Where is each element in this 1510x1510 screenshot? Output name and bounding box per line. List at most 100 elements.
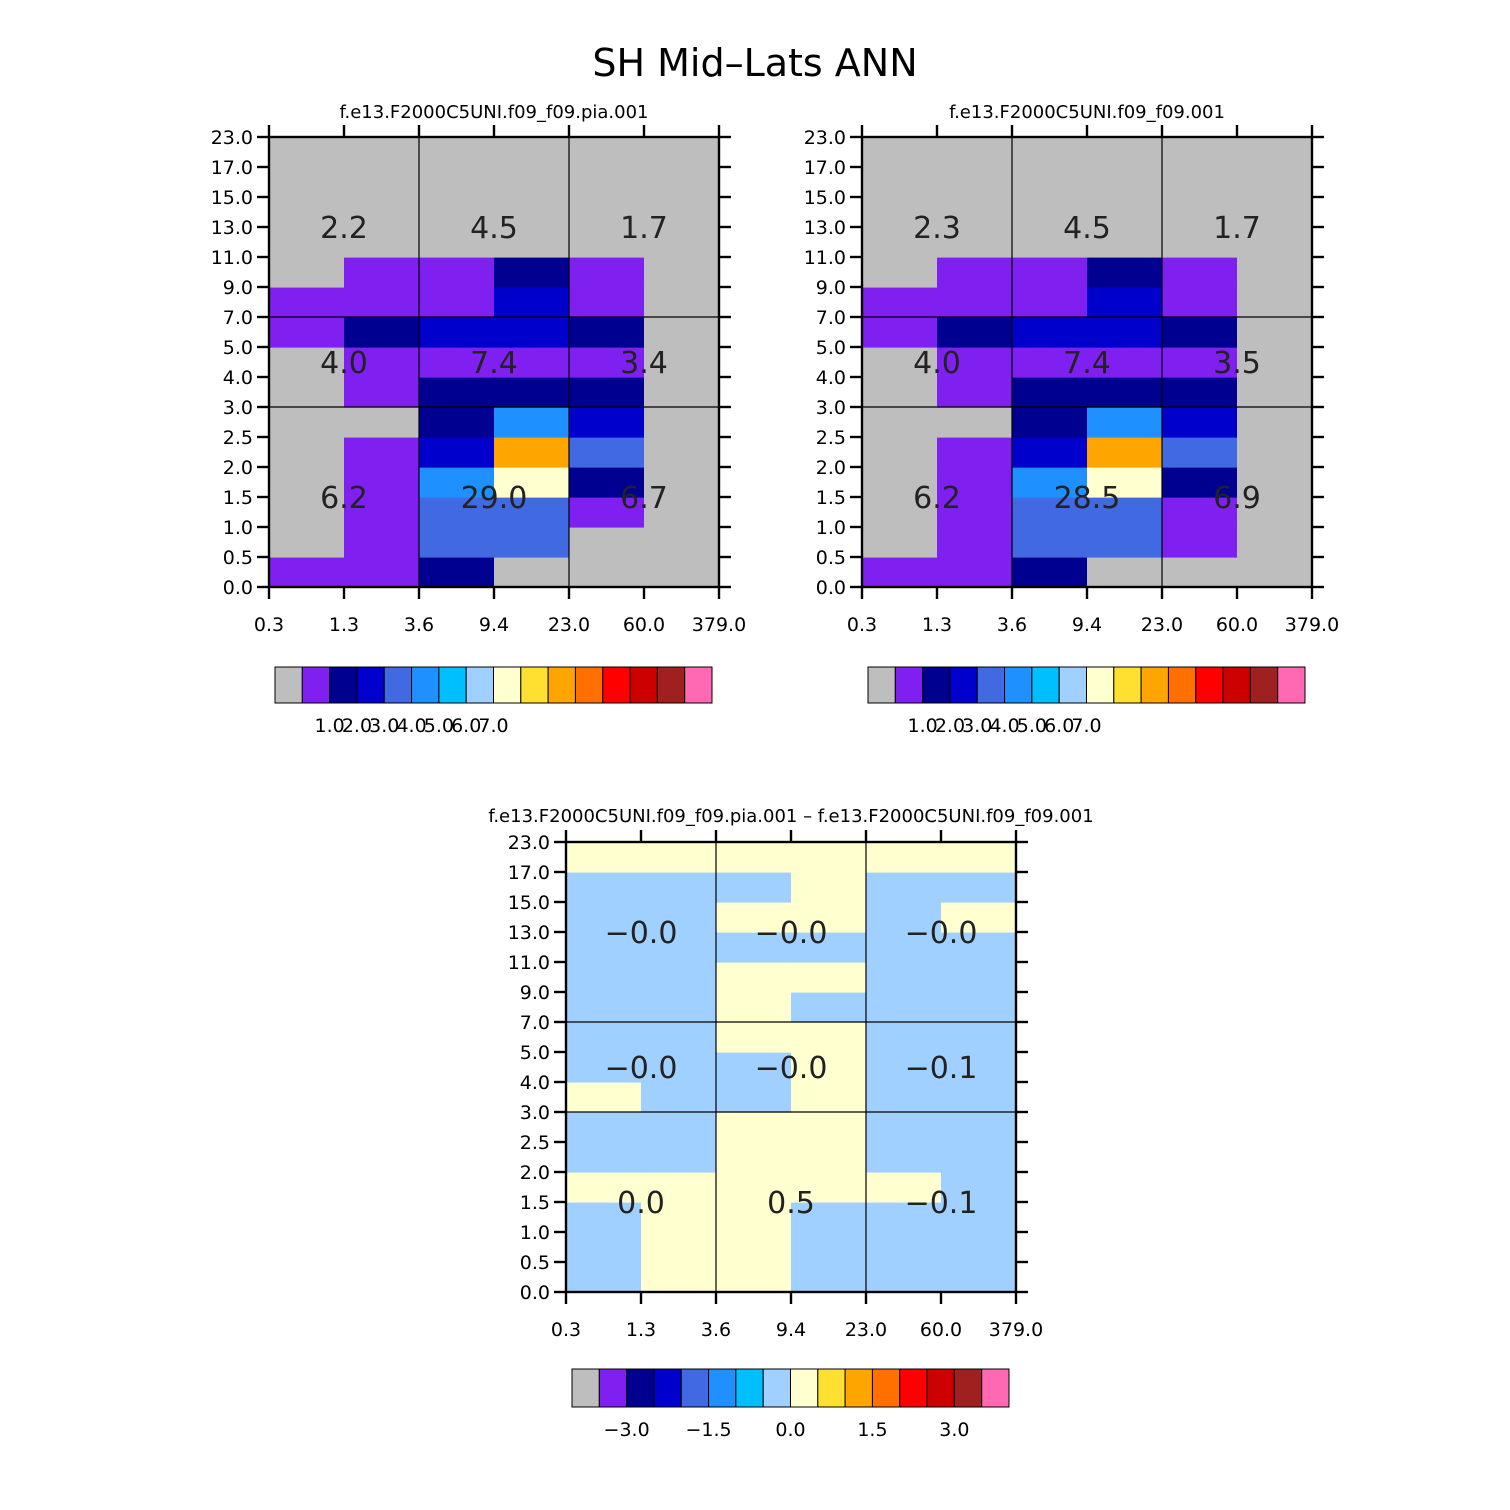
box-value-label: 6.7 [620, 481, 668, 516]
heatmap-cell [941, 1262, 1017, 1293]
heatmap-cell [1012, 347, 1088, 378]
colorbar-swatch [274, 666, 303, 704]
heatmap-cell [1162, 407, 1238, 438]
heatmap-cell [566, 902, 642, 933]
heatmap-cell [1087, 437, 1163, 468]
colorbar-label: 4.0 [396, 715, 426, 737]
y-tick-label: 3.0 [816, 397, 846, 419]
y-tick-label: 15.0 [508, 892, 550, 914]
heatmap-cell [269, 287, 345, 318]
heatmap-cell [791, 872, 867, 903]
heatmap-cell [866, 1262, 942, 1293]
heatmap-cell [937, 317, 1013, 348]
heatmap-cell [419, 317, 495, 348]
heatmap-cell [1162, 167, 1238, 198]
heatmap-cell [791, 962, 867, 993]
y-tick-label: 13.0 [211, 217, 253, 239]
colorbar-label: 7.0 [1071, 715, 1101, 737]
heatmap-cell [269, 407, 345, 438]
heatmap-cell [569, 467, 645, 498]
y-tick-label: 7.0 [520, 1012, 550, 1034]
heatmap-cell [937, 497, 1013, 528]
heatmap-cell [644, 227, 720, 258]
heatmap-cell [866, 1052, 942, 1083]
x-tick-label: 0.3 [847, 614, 877, 636]
heatmap-cell [791, 842, 867, 873]
heatmap-cell [1012, 257, 1088, 288]
heatmap-cell [569, 137, 645, 168]
box-value-label: −0.1 [905, 1051, 978, 1086]
heatmap-cell [1012, 467, 1088, 498]
heatmap-cell [1237, 227, 1313, 258]
y-tick-label: 3.0 [520, 1102, 550, 1124]
heatmap-cell [344, 407, 420, 438]
heatmap-cell [862, 287, 938, 318]
heatmap-cell [344, 527, 420, 558]
heatmap-cell [937, 467, 1013, 498]
heatmap-cell [941, 962, 1017, 993]
heatmap-cell [1237, 257, 1313, 288]
heatmap-cell [641, 1172, 717, 1203]
colorbar-swatch [493, 666, 522, 704]
heatmap-cell [862, 197, 938, 228]
heatmap-cell [566, 872, 642, 903]
heatmap-cell [1237, 437, 1313, 468]
heatmap-cell [941, 1082, 1017, 1113]
heatmap-cell [344, 557, 420, 588]
heatmap-cell [569, 557, 645, 588]
heatmap-cell [494, 407, 570, 438]
heatmap-cell [1162, 197, 1238, 228]
colorbar-swatch [981, 1368, 1010, 1408]
box-value-label: 7.4 [470, 346, 518, 381]
heatmap-cell [716, 932, 792, 963]
heatmap-cell [862, 557, 938, 588]
colorbar-swatch [844, 1368, 873, 1408]
colorbar-swatch [708, 1368, 737, 1408]
box-value-label: 4.0 [320, 346, 368, 381]
heatmap-cell [569, 407, 645, 438]
heatmap-cell [641, 1052, 717, 1083]
box-value-label: −0.1 [905, 1186, 978, 1221]
y-tick-label: 9.0 [816, 277, 846, 299]
colorbar-label: 6.0 [1044, 715, 1074, 737]
heatmap-cell [1162, 287, 1238, 318]
heatmap-cell [1012, 137, 1088, 168]
heatmap-cell [641, 1202, 717, 1233]
x-tick-label: 9.4 [479, 614, 509, 636]
colorbar-label: 2.0 [935, 715, 965, 737]
heatmap-cell [1087, 167, 1163, 198]
heatmap-cell [566, 1022, 642, 1053]
colorbar-swatch [1113, 666, 1142, 704]
x-tick-label: 1.3 [922, 614, 952, 636]
heatmap-cell [419, 197, 495, 228]
heatmap-cell [937, 167, 1013, 198]
heatmap-cell [641, 992, 717, 1023]
y-tick-label: 1.0 [520, 1222, 550, 1244]
heatmap-cell [1087, 257, 1163, 288]
heatmap-cell [1237, 557, 1313, 588]
heatmap-cell [937, 377, 1013, 408]
heatmap-cell [866, 1022, 942, 1053]
heatmap-cell [641, 1262, 717, 1293]
y-tick-label: 0.0 [816, 577, 846, 599]
heatmap-cell [866, 872, 942, 903]
heatmap-cell [641, 1232, 717, 1263]
heatmap-cell [866, 992, 942, 1023]
x-tick-label: 3.6 [404, 614, 434, 636]
heatmap-cell [716, 1202, 792, 1233]
x-tick-label: 60.0 [920, 1319, 962, 1341]
y-tick-label: 0.5 [223, 547, 253, 569]
y-tick-label: 23.0 [804, 127, 846, 149]
colorbar-label: 3.0 [369, 715, 399, 737]
heatmap-cell [344, 197, 420, 228]
heatmap-cell [344, 137, 420, 168]
heatmap-cell [641, 932, 717, 963]
colorbar-swatch [301, 666, 331, 704]
heatmap-cell [1237, 497, 1313, 528]
heatmap-cell [269, 317, 345, 348]
heatmap-cell [1087, 317, 1163, 348]
y-tick-label: 23.0 [211, 127, 253, 149]
x-tick-label: 9.4 [1072, 614, 1102, 636]
box-value-label: 29.0 [461, 481, 528, 516]
y-tick-label: 13.0 [804, 217, 846, 239]
